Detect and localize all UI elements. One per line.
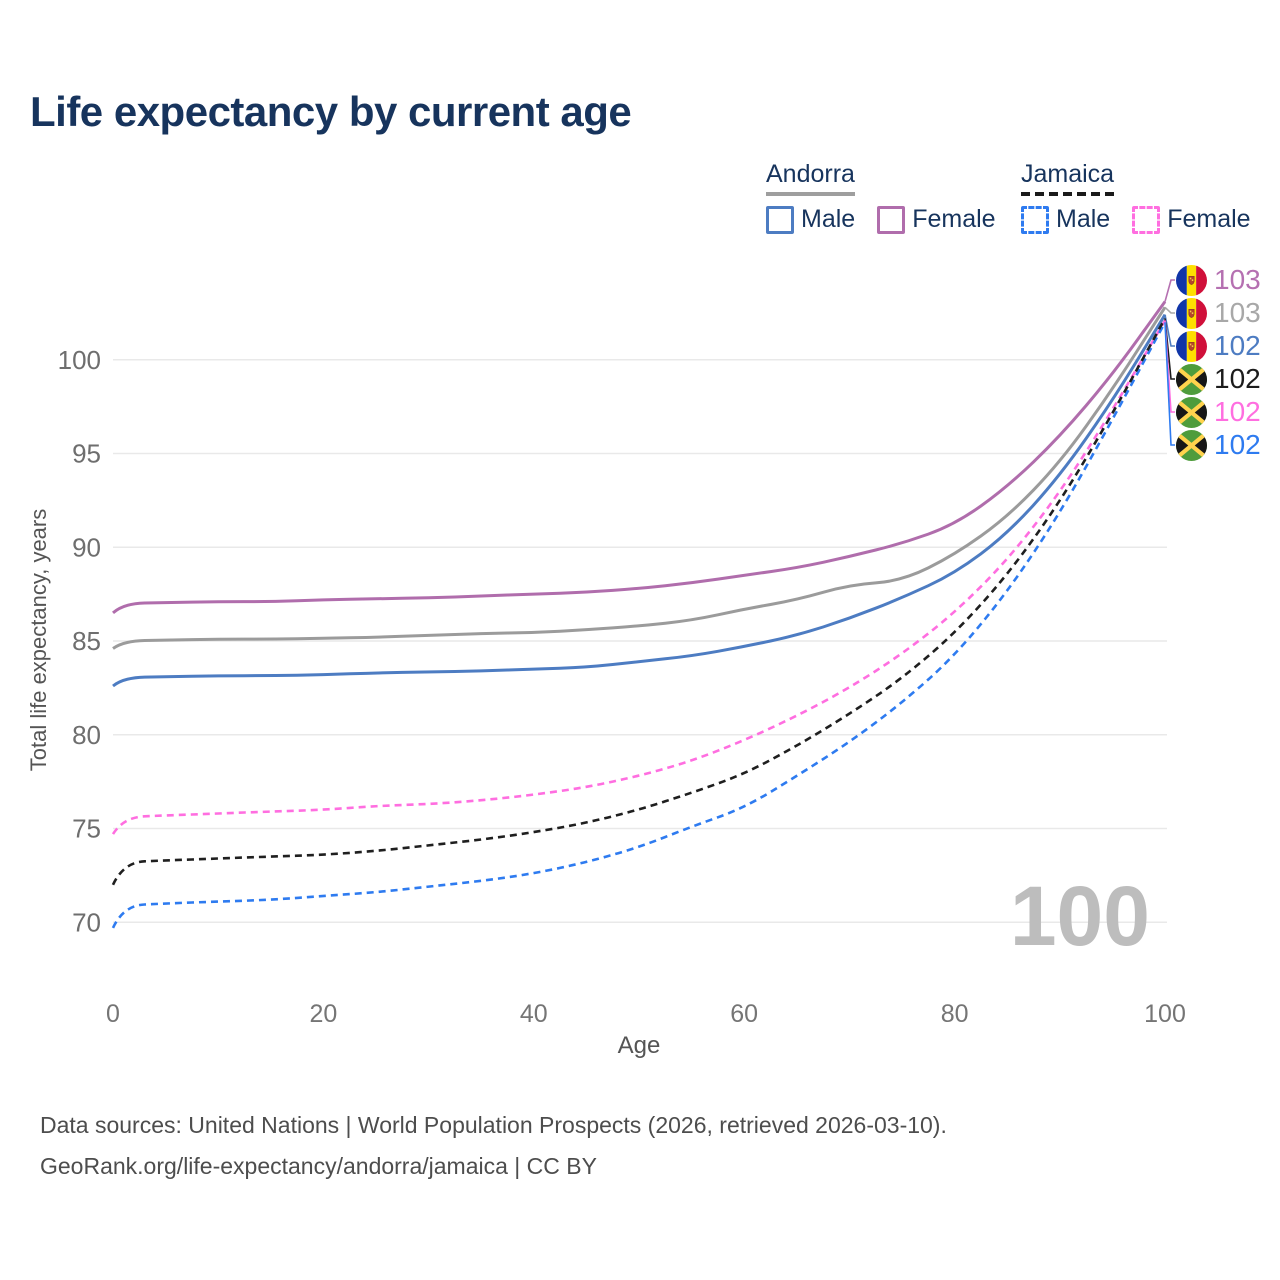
x-tick-label-40: 40: [520, 1000, 548, 1028]
end-label-value: 102: [1214, 429, 1261, 460]
andorra-flag-icon: [1176, 330, 1207, 362]
footer-data-sources: Data sources: United Nations | World Pop…: [40, 1112, 947, 1138]
end-label-value: 102: [1214, 330, 1261, 361]
legend-item-andorra-female[interactable]: Female: [877, 205, 996, 234]
legend-underline-jamaica: [1021, 192, 1115, 196]
legend-item-jamaica-female[interactable]: Female: [1132, 205, 1251, 234]
legend-swatch-andorra-male[interactable]: [766, 205, 794, 234]
y-tick-label-80: 80: [72, 720, 101, 750]
series-end-label-andorra-male: 102: [1176, 330, 1261, 362]
series-line-jamaica-female[interactable]: [111, 319, 1167, 835]
x-tick-label-20: 20: [309, 1000, 337, 1028]
page-title: Life expectancy by current age: [30, 88, 632, 135]
series-line-andorra-both[interactable]: [112, 306, 1167, 650]
jamaica-flag-icon: [1176, 429, 1207, 461]
legend-swatch-jamaica-male[interactable]: [1021, 205, 1049, 234]
series-line-andorra-female[interactable]: [112, 300, 1167, 615]
end-label-connector-andorra-both: [1164, 306, 1175, 314]
series-end-label-jamaica-female: 102: [1176, 396, 1261, 428]
age-watermark: 100: [1009, 869, 1150, 963]
end-label-value: 103: [1214, 297, 1261, 328]
series-line-jamaica-male[interactable]: [111, 321, 1167, 929]
y-tick-label-75: 75: [72, 814, 101, 844]
end-label-connector-andorra-male: [1164, 314, 1175, 347]
y-tick-label-70: 70: [72, 907, 101, 937]
y-tick-label-100: 100: [58, 345, 101, 375]
y-axis-title: Total life expectancy, years: [26, 509, 51, 772]
series-end-label-andorra-female: 103: [1176, 264, 1261, 296]
footer-attribution: GeoRank.org/life-expectancy/andorra/jama…: [40, 1153, 597, 1179]
end-label-connector-jamaica-male: [1164, 322, 1175, 446]
end-label-value: 102: [1214, 363, 1261, 394]
x-tick-label-100: 100: [1144, 1000, 1186, 1028]
end-label-value: 103: [1214, 264, 1261, 295]
jamaica-flag-icon: [1176, 396, 1207, 428]
y-tick-label-90: 90: [72, 532, 101, 562]
y-tick-label-85: 85: [72, 626, 101, 656]
legend-label-andorra-male: Male: [801, 205, 856, 233]
jamaica-flag-icon: [1176, 363, 1207, 395]
legend-item-andorra-male[interactable]: Male: [766, 205, 855, 234]
y-tick-label-95: 95: [72, 439, 101, 469]
legend-group-andorra: Andorra Male Female: [766, 160, 996, 234]
x-axis-title: Age: [618, 1032, 661, 1059]
chart-footer: Data sources: United Nations | World Pop…: [40, 1105, 947, 1187]
x-tick-label-80: 80: [941, 1000, 969, 1028]
series-end-label-jamaica-male: 102: [1176, 429, 1261, 461]
legend-country-jamaica[interactable]: Jamaica: [1021, 160, 1115, 196]
end-label-connector-jamaica-both: [1164, 318, 1175, 380]
legend-label-andorra-female: Female: [912, 205, 996, 233]
series-end-label-andorra-both: 103: [1176, 297, 1261, 329]
end-label-connector-andorra-female: [1164, 279, 1175, 302]
andorra-flag-icon: [1176, 264, 1207, 296]
legend-swatch-jamaica-female[interactable]: [1132, 205, 1161, 234]
legend-label-jamaica-male: Male: [1056, 205, 1111, 233]
legend-country-andorra[interactable]: Andorra: [766, 160, 855, 196]
legend-item-jamaica-male[interactable]: Male: [1021, 205, 1110, 234]
legend-underline-andorra: [766, 192, 855, 196]
end-label-value: 102: [1214, 396, 1261, 427]
x-tick-label-0: 0: [106, 1000, 120, 1028]
series-end-label-jamaica-both: 102: [1176, 363, 1261, 395]
legend-label-jamaica-female: Female: [1167, 205, 1251, 233]
series-line-andorra-male[interactable]: [112, 313, 1167, 688]
andorra-flag-icon: [1176, 297, 1207, 329]
legend-group-jamaica: Jamaica Male Female: [1021, 160, 1251, 234]
legend-swatch-andorra-female[interactable]: [877, 205, 906, 234]
x-tick-label-60: 60: [730, 1000, 758, 1028]
